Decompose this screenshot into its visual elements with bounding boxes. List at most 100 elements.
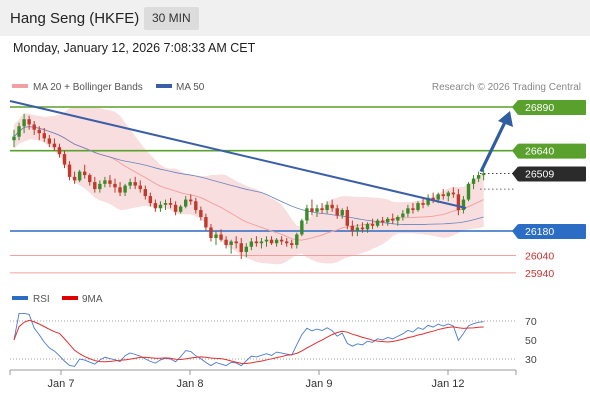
candle-body [431, 197, 435, 200]
ma20-legend-swatch [12, 84, 28, 88]
interval-button[interactable]: 30 MIN [144, 7, 199, 30]
candle-body [138, 185, 142, 190]
rsi-legend-label: RSI [33, 294, 50, 305]
candle-body [52, 143, 57, 148]
candle-body [285, 241, 289, 244]
candle-body [391, 218, 395, 221]
candle-body [22, 119, 26, 127]
candle-body [421, 203, 425, 205]
candle-body [396, 217, 400, 221]
candle-body [194, 201, 198, 211]
candle-body [199, 210, 203, 218]
candle-body [239, 243, 243, 252]
candle-body [224, 239, 228, 245]
support-label-25940: 25940 [525, 268, 554, 280]
candle-body [456, 194, 461, 211]
resistance-tag-26640 [518, 143, 586, 159]
candle-body [27, 119, 31, 125]
resistance-tag-pointer-26640 [512, 143, 518, 159]
candle-body [330, 204, 334, 209]
x-tick-label: Jan 9 [306, 378, 333, 390]
chart-header: Hang Seng (HKFE) 30 MIN [0, 0, 590, 36]
candle-body [173, 204, 178, 212]
candle-body [345, 210, 349, 226]
candle-body [204, 217, 208, 228]
candle-body [108, 180, 112, 184]
candle-body [466, 183, 471, 200]
candle-body [98, 183, 102, 190]
candle-body [184, 199, 188, 207]
ma9-legend-swatch [62, 296, 78, 300]
candle-body [355, 227, 360, 231]
ma50-line [13, 126, 484, 225]
candle-body [300, 220, 304, 235]
candle-body [128, 182, 132, 186]
candle-body [295, 234, 299, 245]
candle-body [209, 227, 213, 238]
downtrend-line [9, 100, 467, 209]
candle-body [451, 192, 456, 195]
candle-body [380, 220, 385, 223]
candle-body [249, 241, 254, 247]
candle-body [57, 147, 62, 155]
resistance-label-26890: 26890 [525, 102, 554, 114]
projection-arrow-shaft [479, 119, 508, 173]
candle-body [148, 196, 153, 204]
x-tick-label: Jan 7 [48, 378, 75, 390]
candle-body [133, 182, 137, 186]
rsi-tick-70: 70 [525, 316, 537, 328]
candle-body [234, 241, 238, 244]
candle-body [153, 203, 158, 209]
candle-body [123, 185, 127, 193]
resistance-label-26640: 26640 [525, 146, 554, 158]
candle-body [305, 208, 309, 221]
candle-body [320, 208, 324, 211]
candle-body [340, 210, 344, 216]
candle-body [244, 246, 248, 252]
candle-body [88, 175, 92, 183]
resistance-tag-26890 [518, 100, 586, 115]
candle-body [401, 213, 405, 218]
current-price-tag [518, 166, 586, 182]
candle-body [67, 164, 72, 177]
candle-body [335, 208, 339, 216]
rsi-line [13, 312, 484, 367]
candle-body [93, 182, 97, 190]
rsi-legend-swatch [12, 296, 28, 300]
candle-body [375, 220, 380, 226]
candle-body [219, 234, 223, 240]
x-tick-label: Jan 12 [431, 378, 464, 390]
candle-body [290, 243, 294, 245]
support-tag-26180 [518, 224, 586, 239]
candle-body [259, 241, 264, 244]
current-price-label: 26509 [525, 169, 554, 181]
candle-body [279, 239, 284, 242]
candle-body [47, 138, 52, 144]
candle-body [310, 208, 314, 212]
candle-body [426, 197, 430, 205]
candle-body [370, 224, 375, 226]
ma9-legend-label: 9MA [82, 294, 103, 305]
candle-body [214, 234, 218, 238]
candle-body [103, 180, 107, 184]
candle-body [325, 204, 329, 211]
support-label-26040: 26040 [525, 250, 554, 262]
candle-body [178, 206, 183, 212]
candle-body [315, 208, 319, 212]
projection-arrow-head [498, 111, 513, 127]
candle-body [77, 171, 82, 181]
candle-body [229, 241, 233, 245]
candle-body [461, 199, 466, 211]
support-tag-pointer-26180 [512, 224, 518, 239]
candle-body [62, 154, 67, 165]
resistance-tag-pointer-26890 [512, 100, 518, 115]
ma50-legend-label: MA 50 [176, 82, 205, 93]
candle-body [269, 239, 274, 244]
ma50-legend-swatch [156, 84, 172, 88]
candle-body [32, 124, 36, 130]
rsi-tick-30: 30 [525, 354, 537, 366]
instrument-title: Hang Seng (HKFE) [10, 10, 140, 27]
candle-body [274, 239, 279, 244]
candle-body [168, 203, 173, 205]
candle-body [17, 126, 21, 137]
